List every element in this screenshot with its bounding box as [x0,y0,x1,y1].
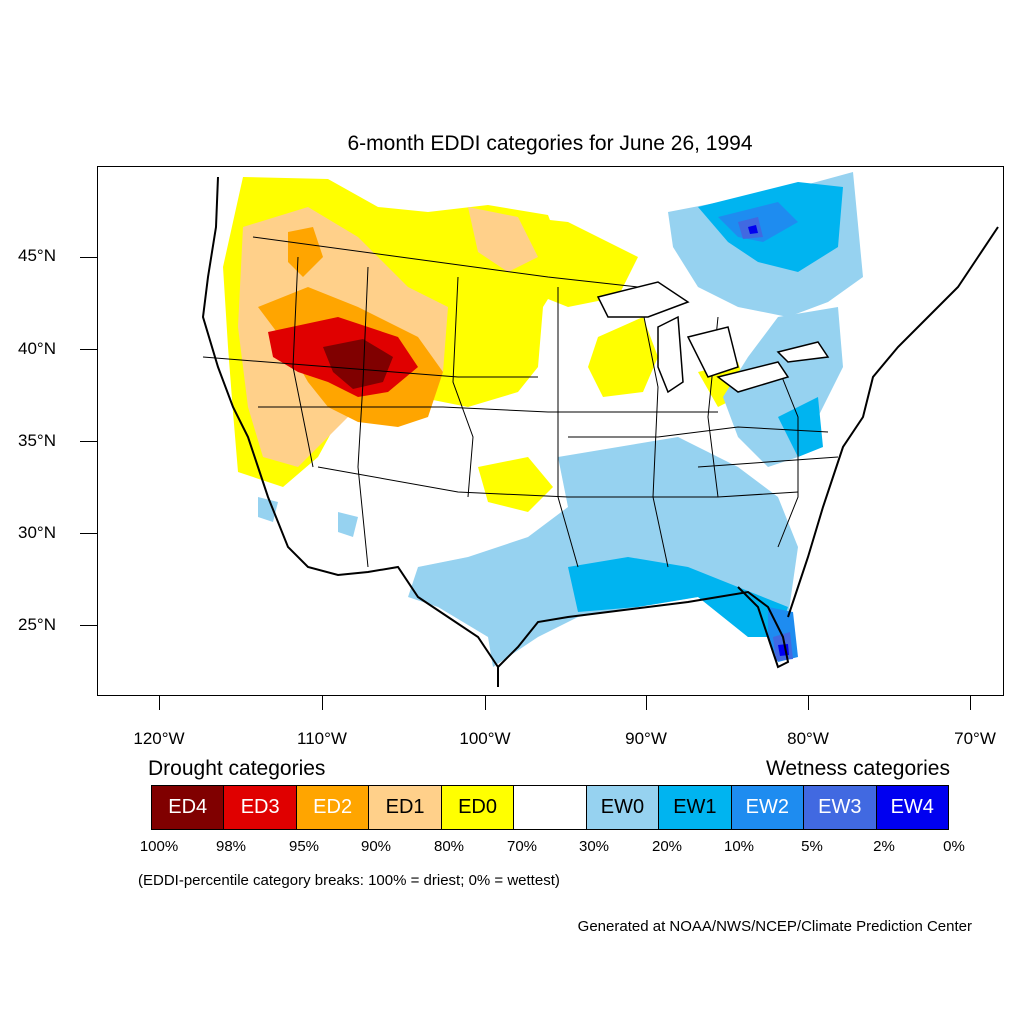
lat-tick [80,441,97,442]
break-label: 0% [943,838,965,855]
legend-swatch-ed2: ED2 [296,786,370,829]
break-label: 90% [360,838,392,855]
legend-label: ED3 [240,796,280,818]
break-label: 98% [215,838,247,855]
lat-label-45: 45°N [18,246,56,265]
lon-label-120: 120°W [133,729,185,748]
lat-tick [80,625,97,626]
legend-swatch-ed1: ED1 [369,786,442,829]
legend-swatch-ed4: ED4 [152,786,225,829]
ed4-region [323,339,393,389]
great-lakes [596,281,830,394]
legend-colorbar: ED4 ED3 ED2 ED1 ED0 EW0 EW1 EW2 EW3 EW4 [151,785,949,830]
legend-label: ED4 [168,796,208,818]
credit-line: Generated at NOAA/NWS/NCEP/Climate Predi… [577,918,972,935]
legend-swatch-ew0: EW0 [586,786,660,829]
drought-heading: Drought categories [148,757,326,780]
break-label: 10% [723,838,755,855]
legend-swatch-ed3: ED3 [224,786,297,829]
lat-label-30: 30°N [18,523,56,542]
lon-tick [970,696,971,710]
lon-tick [159,696,160,710]
legend-label: ED0 [458,796,497,818]
legend-label: ED2 [313,796,353,818]
lat-tick [80,257,97,258]
wetness-heading: Wetness categories [765,757,950,780]
legend-swatch-neutral [514,786,587,829]
lon-label-70: 70°W [954,729,996,748]
lon-tick [485,696,486,710]
category-breaks-caption: (EDDI-percentile category breaks: 100% =… [138,872,560,889]
legend-label: EW2 [745,796,790,818]
chart-title: 6-month EDDI categories for June 26, 199… [347,132,753,155]
lon-tick [646,696,647,710]
map-frame [97,166,1004,696]
legend-label: EW0 [600,796,645,818]
break-label: 95% [288,838,320,855]
legend-label: EW3 [818,796,862,818]
lat-label-25: 25°N [18,615,56,634]
lon-label-90: 90°W [625,729,667,748]
break-label: 100% [139,838,179,855]
eddi-map [201,172,999,687]
legend-label: EW4 [890,796,934,818]
lon-label-100: 100°W [459,729,511,748]
lon-tick [808,696,809,710]
lon-tick [322,696,323,710]
lon-label-110: 110°W [297,729,347,748]
lon-label-80: 80°W [787,729,829,748]
lat-label-35: 35°N [18,431,56,450]
lat-tick [80,533,97,534]
break-label: 5% [801,838,823,855]
legend-label: EW1 [673,796,717,818]
break-label: 20% [651,838,683,855]
break-label: 80% [433,838,465,855]
lat-label-40: 40°N [18,339,56,358]
legend-swatch-ed0: ED0 [441,786,515,829]
lat-tick [80,349,97,350]
legend-swatch-ew2: EW2 [731,786,805,829]
break-label: 2% [873,838,895,855]
legend-label: ED1 [385,796,425,818]
legend-swatch-ew1: EW1 [659,786,732,829]
legend-swatch-ew4: EW4 [876,786,948,829]
break-label: 70% [506,838,538,855]
us-outline [201,176,999,687]
legend-swatch-ew3: EW3 [804,786,877,829]
state-borders [202,236,839,568]
break-label: 30% [578,838,610,855]
